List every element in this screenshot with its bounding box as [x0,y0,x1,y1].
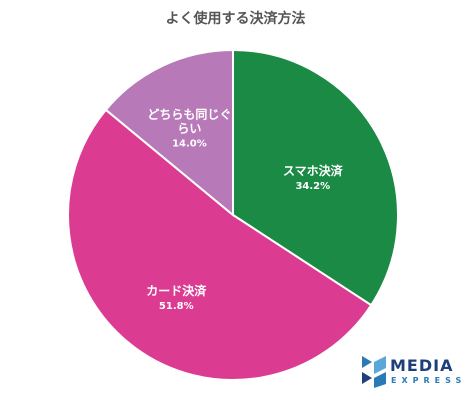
slice-label-3-line-1: どちらも同じぐ [147,107,231,121]
slice-label-3-line-2: らい [177,121,201,135]
pie-slices [67,48,399,381]
slice-label-1: スマホ決済 [283,163,344,178]
slice-value-2: 51.8% [159,301,194,312]
brand-name: MEDIA [390,356,454,375]
slice-value-3: 14.0% [172,138,207,149]
logo-mark-icon [362,356,386,388]
pie-slice-2 [67,108,373,381]
media-express-logo [360,354,465,390]
chart-title: よく使用する決済方法 [165,11,306,27]
slice-label-2: カード決済 [146,283,207,298]
pie-slice-3 [104,48,234,218]
brand-subtitle: EXPRESS [391,376,467,385]
slice-value-1: 34.2% [295,181,330,192]
